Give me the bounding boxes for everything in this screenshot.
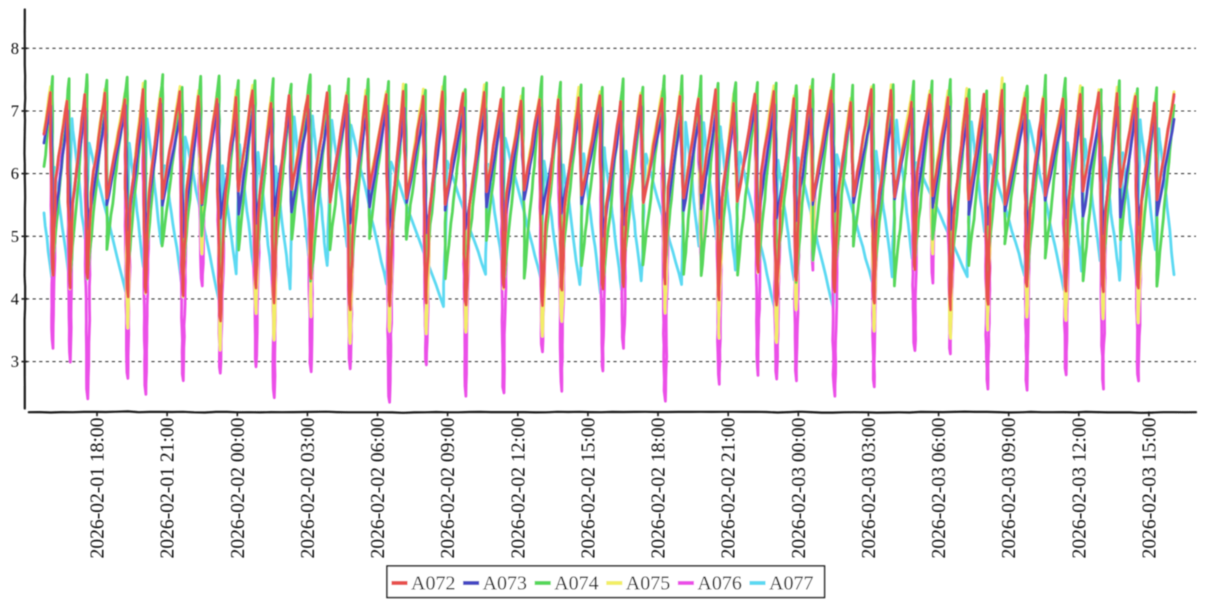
svg-text:2026-02-02 21:00: 2026-02-02 21:00 — [719, 417, 740, 558]
svg-text:7: 7 — [11, 102, 19, 121]
svg-text:2026-02-03 15:00: 2026-02-03 15:00 — [1139, 417, 1160, 558]
svg-text:4: 4 — [11, 290, 19, 309]
svg-text:2026-02-03 00:00: 2026-02-03 00:00 — [789, 417, 810, 558]
svg-text:2026-02-02 15:00: 2026-02-02 15:00 — [578, 417, 599, 558]
svg-text:A072: A072 — [411, 573, 455, 595]
svg-text:2026-02-01 21:00: 2026-02-01 21:00 — [158, 417, 179, 558]
svg-text:8: 8 — [11, 39, 19, 58]
svg-text:2026-02-03 12:00: 2026-02-03 12:00 — [1069, 417, 1090, 558]
svg-text:2026-02-02 06:00: 2026-02-02 06:00 — [368, 417, 389, 558]
svg-text:2026-02-02 12:00: 2026-02-02 12:00 — [508, 417, 529, 558]
svg-text:2026-02-03 06:00: 2026-02-03 06:00 — [929, 417, 950, 558]
svg-text:A075: A075 — [626, 573, 670, 595]
svg-text:A076: A076 — [697, 573, 741, 595]
svg-text:2026-02-02 18:00: 2026-02-02 18:00 — [649, 417, 670, 558]
svg-text:2026-02-02 09:00: 2026-02-02 09:00 — [438, 417, 459, 558]
svg-text:A074: A074 — [554, 573, 598, 595]
svg-text:2026-02-03 09:00: 2026-02-03 09:00 — [999, 417, 1020, 558]
svg-text:6: 6 — [11, 164, 19, 183]
svg-text:2026-02-03 03:00: 2026-02-03 03:00 — [859, 417, 880, 558]
svg-text:2026-02-02 03:00: 2026-02-02 03:00 — [298, 417, 319, 558]
svg-text:A077: A077 — [769, 573, 813, 595]
svg-text:2026-02-02 00:00: 2026-02-02 00:00 — [228, 417, 249, 558]
svg-text:2026-02-01 18:00: 2026-02-01 18:00 — [88, 417, 109, 558]
svg-text:5: 5 — [11, 227, 19, 246]
svg-text:3: 3 — [11, 352, 19, 371]
svg-text:A073: A073 — [483, 573, 527, 595]
